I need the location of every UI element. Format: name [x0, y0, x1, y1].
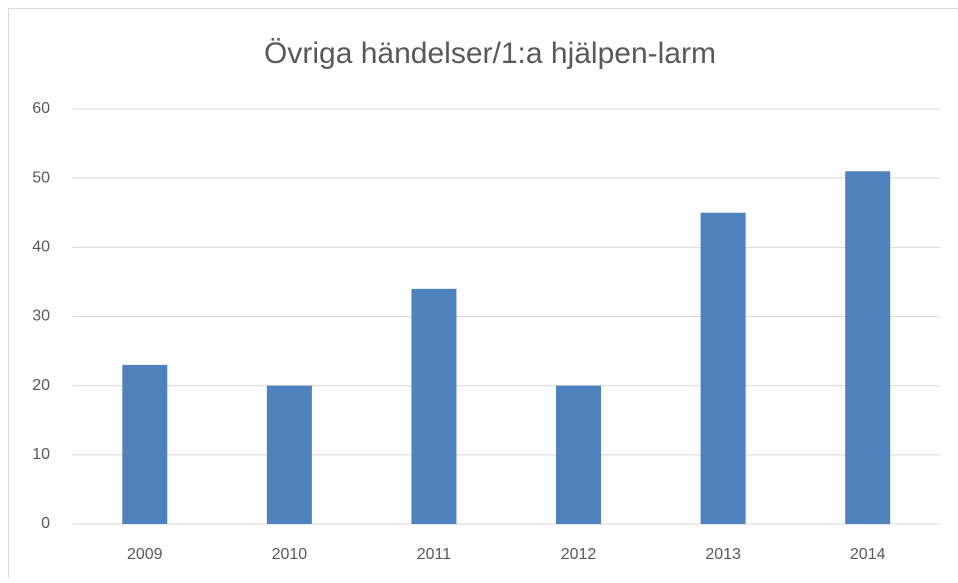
x-tick-label: 2012	[561, 546, 597, 563]
bar	[845, 171, 890, 524]
y-tick-label: 40	[32, 239, 50, 256]
bar	[267, 386, 312, 524]
y-tick-label: 0	[41, 515, 50, 532]
bar	[411, 289, 456, 524]
bar	[122, 365, 167, 524]
x-tick-label: 2014	[850, 546, 886, 563]
x-tick-label: 2009	[127, 546, 163, 563]
y-tick-label: 60	[32, 100, 50, 117]
bar	[556, 386, 601, 524]
bar	[701, 213, 746, 524]
chart-title: Övriga händelser/1:a hjälpen-larm	[264, 37, 716, 70]
y-tick-label: 50	[32, 169, 50, 186]
y-tick-label: 30	[32, 308, 50, 325]
y-tick-label: 10	[32, 446, 50, 463]
x-tick-label: 2010	[272, 546, 308, 563]
y-tick-label: 20	[32, 377, 50, 394]
x-tick-label: 2013	[705, 546, 741, 563]
x-tick-label: 2011	[417, 546, 452, 563]
